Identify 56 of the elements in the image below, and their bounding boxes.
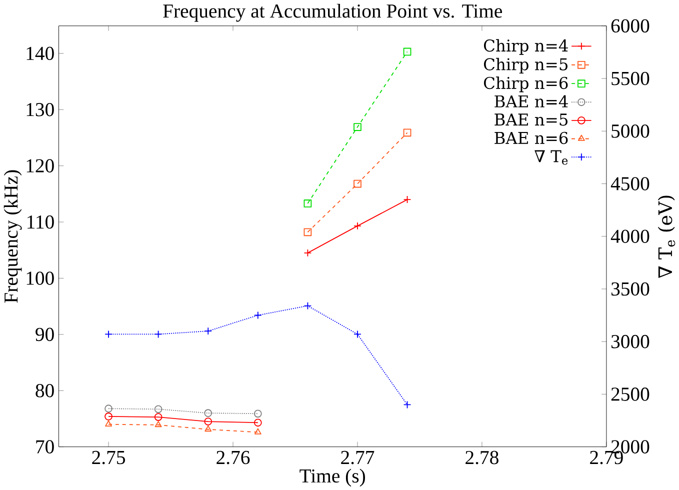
y2-tick-label: 4500 bbox=[610, 176, 650, 190]
point bbox=[154, 330, 162, 338]
point bbox=[403, 48, 412, 56]
point bbox=[154, 420, 162, 427]
y-tick-label: 120 bbox=[26, 158, 54, 172]
y-tick-label: 70 bbox=[36, 440, 54, 454]
x-tick-label: 2.76 bbox=[216, 450, 250, 464]
point bbox=[204, 417, 212, 426]
point bbox=[254, 418, 262, 426]
point bbox=[304, 199, 312, 208]
point bbox=[304, 228, 312, 236]
point bbox=[154, 404, 162, 413]
y-tick-label: 130 bbox=[26, 102, 54, 116]
legend-label: Chirp n=6 bbox=[484, 76, 568, 92]
y2-tick-label: 6000 bbox=[611, 18, 650, 32]
y2-axis-title: ∇ T$_{e}$ (eV) bbox=[658, 196, 676, 278]
legend-label: BAE n=4 bbox=[494, 95, 568, 108]
y-tick-label: 110 bbox=[28, 215, 54, 228]
point bbox=[254, 428, 262, 434]
point bbox=[204, 425, 212, 432]
point bbox=[104, 404, 112, 412]
y-axis-title: Frequency (kHz) bbox=[4, 170, 22, 303]
y-tick-label: 80 bbox=[36, 384, 54, 398]
point bbox=[254, 311, 262, 319]
point bbox=[354, 330, 362, 338]
legend-label: Chirp n=5 bbox=[484, 58, 568, 74]
point bbox=[403, 128, 412, 136]
point bbox=[204, 326, 212, 335]
y2-tick-label: 2500 bbox=[611, 387, 650, 401]
x-tick-label: 2.78 bbox=[466, 450, 498, 464]
y2-tick-label: 4000 bbox=[610, 229, 650, 243]
point bbox=[104, 330, 112, 338]
y2-tick-label: 3500 bbox=[611, 282, 650, 296]
point bbox=[403, 400, 412, 408]
y2-tick-label: 5000 bbox=[612, 124, 650, 138]
legend-label: Chirp n=4 bbox=[484, 38, 568, 55]
point bbox=[354, 180, 362, 188]
x-axis-title: Time (s) bbox=[300, 468, 365, 486]
point bbox=[105, 420, 112, 426]
point bbox=[104, 412, 112, 420]
y2-tick-label: 3000 bbox=[611, 334, 650, 348]
y-tick-label: 100 bbox=[26, 271, 54, 285]
point bbox=[254, 409, 262, 418]
point bbox=[354, 122, 362, 131]
x-tick-label: 2.75 bbox=[92, 450, 125, 464]
y2-tick-label: 5500 bbox=[612, 72, 650, 85]
point bbox=[204, 408, 212, 417]
chart-title: Frequency at Accumulation Point vs. Time bbox=[163, 4, 502, 22]
y-tick-label: 90 bbox=[36, 328, 54, 341]
legend-label: BAE n=6 bbox=[494, 132, 568, 144]
point bbox=[154, 412, 162, 421]
x-tick-label: 2.77 bbox=[341, 450, 374, 464]
legend-label: ∇ T$_{e}$ bbox=[534, 150, 568, 165]
point bbox=[304, 302, 312, 310]
y-tick-label: 140 bbox=[26, 46, 54, 60]
legend-label: BAE n=5 bbox=[494, 113, 568, 126]
